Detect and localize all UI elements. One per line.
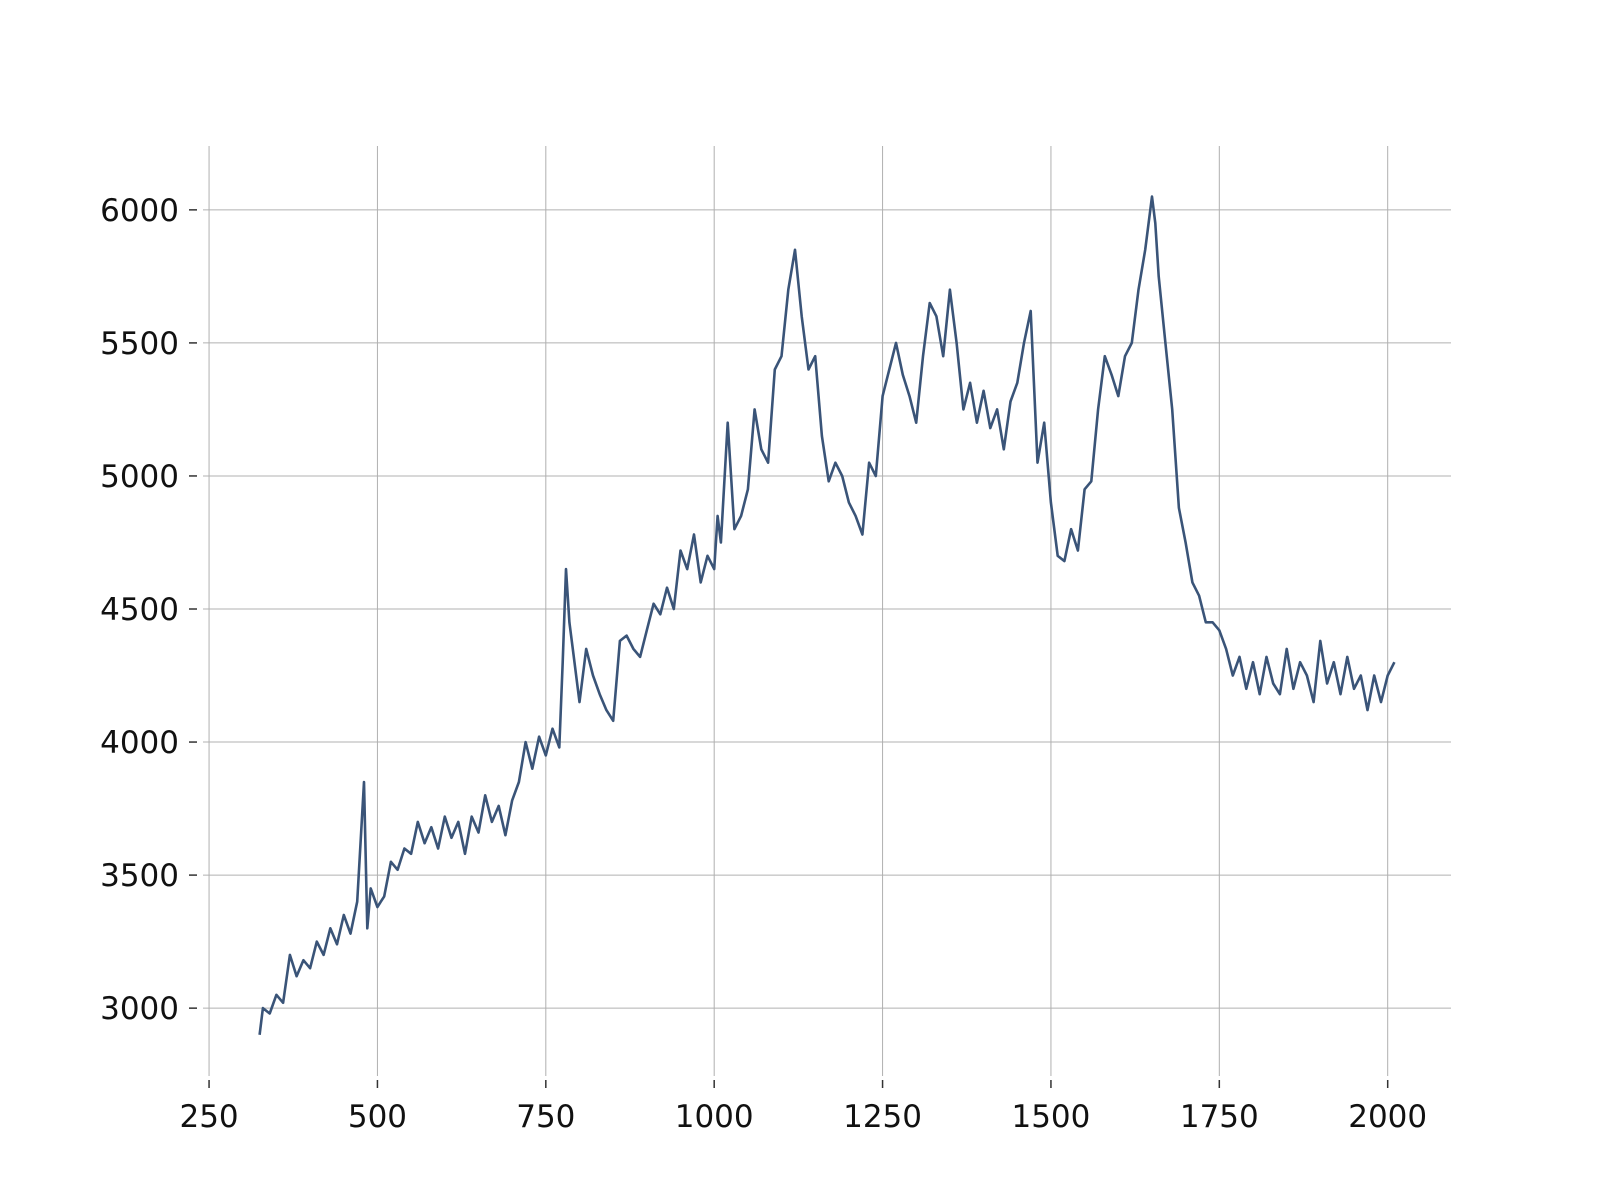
- y-tick-label: 3000: [100, 991, 179, 1027]
- y-tick-label: 4000: [100, 725, 179, 761]
- x-tick-label: 750: [516, 1099, 575, 1135]
- y-tick-label: 6000: [100, 193, 179, 229]
- x-tick-label: 1500: [1011, 1099, 1090, 1135]
- x-tick-label: 1000: [675, 1099, 754, 1135]
- x-tick-label: 500: [348, 1099, 407, 1135]
- x-tick-label: 1750: [1180, 1099, 1259, 1135]
- x-tick-label: 250: [179, 1099, 238, 1135]
- y-tick-label: 3500: [100, 858, 179, 894]
- y-tick-label: 5000: [100, 459, 179, 495]
- x-tick-label: 1250: [843, 1099, 922, 1135]
- y-tick-label: 5500: [100, 326, 179, 362]
- line: [258, 195, 1396, 1035]
- x-tick-label: 2000: [1348, 1099, 1427, 1135]
- y-tick-label: 4500: [100, 592, 179, 628]
